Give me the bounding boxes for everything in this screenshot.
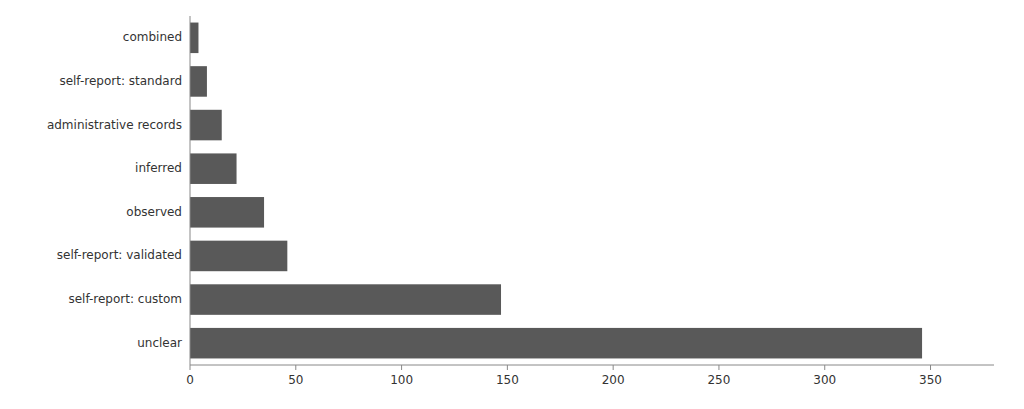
chart-svg: 0 50 100 150 200 250 300 350 unclear self-report:… xyxy=(0,0,1024,409)
y-tick-label: combined xyxy=(123,30,182,44)
bar xyxy=(190,110,222,141)
bar xyxy=(190,23,198,54)
bar xyxy=(190,328,922,359)
x-ticks: 0 50 100 150 200 250 300 350 xyxy=(186,365,942,387)
x-tick-label: 100 xyxy=(390,373,413,387)
bar xyxy=(190,153,237,184)
x-tick-label: 300 xyxy=(813,373,836,387)
x-tick xyxy=(401,365,402,370)
chart-container: 0 50 100 150 200 250 300 350 unclear self-report:… xyxy=(0,0,1024,409)
y-tick-label: self-report: standard xyxy=(59,74,182,88)
y-tick-label: administrative records xyxy=(47,118,182,132)
y-axis-line xyxy=(190,16,191,365)
x-tick-label: 0 xyxy=(186,373,194,387)
bar xyxy=(190,197,264,228)
x-tick-label: 200 xyxy=(602,373,625,387)
x-tick xyxy=(824,365,825,370)
x-tick xyxy=(295,365,296,370)
y-tick-label: observed xyxy=(126,205,182,219)
x-tick-label: 150 xyxy=(496,373,519,387)
bar xyxy=(190,66,207,97)
y-tick-label: inferred xyxy=(135,161,182,175)
x-tick-label: 250 xyxy=(707,373,730,387)
bar xyxy=(190,241,287,272)
x-tick xyxy=(507,365,508,370)
bar xyxy=(190,284,501,315)
x-tick-label: 350 xyxy=(919,373,942,387)
y-tick-label: unclear xyxy=(137,336,182,350)
x-tick xyxy=(930,365,931,370)
x-tick xyxy=(190,365,191,370)
y-tick-label: self-report: custom xyxy=(68,292,182,306)
bars xyxy=(190,23,922,359)
y-tick-label: self-report: validated xyxy=(57,248,182,262)
x-tick xyxy=(718,365,719,370)
x-tick-label: 50 xyxy=(288,373,303,387)
y-ticks: unclear self-report: custom self-report: v… xyxy=(47,30,182,349)
x-axis-line xyxy=(190,365,994,366)
x-tick xyxy=(613,365,614,370)
